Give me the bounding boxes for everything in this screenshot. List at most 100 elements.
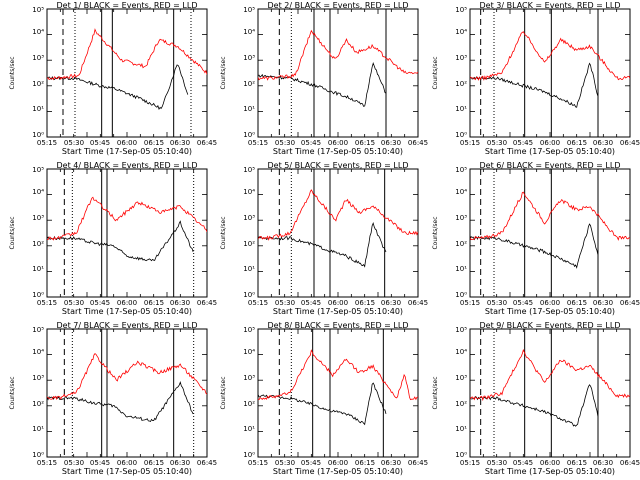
y-axis-label: Counts/sec	[9, 376, 16, 409]
x-tick-label: 06:45	[620, 139, 640, 147]
panel: Det 8/ BLACK = Events, RED = LLD Counts/…	[220, 321, 428, 476]
panel: Det 9/ BLACK = Events, RED = LLD Counts/…	[432, 321, 640, 476]
x-axis-label: Start Time (17-Sep-05 05:10:40)	[273, 307, 403, 316]
x-tick-label: 06:45	[620, 299, 640, 307]
y-tick-label: 10¹	[243, 265, 255, 273]
y-tick-label: 10⁰	[32, 131, 44, 139]
y-tick-label: 10²	[243, 80, 255, 88]
y-tick-label: 10⁴	[455, 188, 467, 196]
y-tick-label: 10¹	[243, 105, 255, 113]
y-tick-label: 10³	[455, 54, 467, 62]
x-tick-label: 05:30	[275, 299, 295, 307]
x-tick-label: 06:00	[540, 139, 560, 147]
y-tick-label: 10²	[32, 240, 44, 248]
x-tick-label: 05:45	[90, 459, 110, 467]
event-series-line	[470, 62, 599, 108]
x-tick-label: 05:30	[487, 299, 507, 307]
y-axis-label: Counts/sec	[432, 216, 439, 249]
panel-title: Det 4/ BLACK = Events, RED = LLD	[57, 161, 198, 170]
lld-series-line	[470, 31, 630, 81]
y-tick-label: 10⁵	[32, 166, 44, 174]
x-tick-label: 06:30	[593, 299, 613, 307]
x-tick-label: 05:45	[513, 299, 533, 307]
x-tick-label: 06:15	[355, 139, 375, 147]
panel-title: Det 2/ BLACK = Events, RED = LLD	[268, 1, 409, 10]
y-tick-label: 10⁰	[32, 451, 44, 459]
plot-frame	[46, 8, 208, 138]
y-tick-label: 10³	[455, 214, 467, 222]
y-tick-label: 10¹	[32, 425, 44, 433]
x-tick-label: 06:00	[117, 299, 137, 307]
y-tick-label: 10¹	[243, 425, 255, 433]
y-tick-label: 10²	[32, 400, 44, 408]
x-tick-labels: 05:15 05:30 05:45 06:00 06:15 06:30 06:4…	[248, 459, 428, 467]
x-tick-label: 05:45	[301, 139, 321, 147]
panel: Det 6/ BLACK = Events, RED = LLD Counts/…	[432, 161, 640, 316]
panel-series	[47, 329, 207, 457]
panel-series	[258, 329, 418, 457]
panel-title: Det 3/ BLACK = Events, RED = LLD	[480, 1, 621, 10]
y-tick-labels: 10⁰ 10¹ 10² 10³ 10⁴ 10⁵	[32, 166, 44, 299]
x-tick-label: 05:45	[301, 299, 321, 307]
y-tick-label: 10³	[32, 54, 44, 62]
y-tick-label: 10²	[243, 240, 255, 248]
x-tick-label: 05:15	[460, 459, 480, 467]
y-tick-label: 10⁴	[32, 28, 44, 36]
y-tick-label: 10³	[243, 214, 255, 222]
event-series-line	[47, 64, 189, 111]
y-tick-label: 10⁰	[243, 291, 255, 299]
y-tick-label: 10²	[455, 400, 467, 408]
x-tick-label: 06:30	[381, 299, 401, 307]
plot-frame	[46, 168, 208, 298]
x-tick-labels: 05:15 05:30 05:45 06:00 06:15 06:30 06:4…	[37, 299, 217, 307]
y-tick-label: 10²	[32, 80, 44, 88]
x-axis-label: Start Time (17-Sep-05 05:10:40)	[273, 467, 403, 476]
x-axis-label: Start Time (17-Sep-05 05:10:40)	[485, 467, 615, 476]
x-tick-label: 05:15	[248, 139, 268, 147]
x-tick-labels: 05:15 05:30 05:45 06:00 06:15 06:30 06:4…	[37, 139, 217, 147]
y-axis-label: Counts/sec	[432, 56, 439, 89]
x-tick-label: 06:15	[144, 139, 164, 147]
x-tick-label: 05:15	[37, 139, 57, 147]
x-tick-label: 06:30	[593, 139, 613, 147]
x-tick-label: 05:15	[248, 459, 268, 467]
y-tick-label: 10³	[243, 54, 255, 62]
x-tick-labels: 05:15 05:30 05:45 06:00 06:15 06:30 06:4…	[460, 459, 640, 467]
x-axis-label: Start Time (17-Sep-05 05:10:40)	[62, 307, 192, 316]
lld-series-line	[258, 29, 418, 81]
x-tick-label: 06:00	[540, 299, 560, 307]
x-tick-label: 06:30	[381, 459, 401, 467]
y-tick-label: 10¹	[32, 265, 44, 273]
y-tick-label: 10⁵	[455, 326, 467, 334]
x-tick-labels: 05:15 05:30 05:45 06:00 06:15 06:30 06:4…	[37, 459, 217, 467]
x-tick-label: 06:00	[328, 459, 348, 467]
x-axis-label: Start Time (17-Sep-05 05:10:40)	[273, 147, 403, 156]
panel: Det 2/ BLACK = Events, RED = LLD Counts/…	[220, 1, 428, 156]
y-tick-label: 10⁴	[32, 188, 44, 196]
event-series-line	[470, 384, 599, 427]
x-axis-label: Start Time (17-Sep-05 05:10:40)	[62, 467, 192, 476]
panel: Det 4/ BLACK = Events, RED = LLD Counts/…	[9, 161, 217, 316]
x-tick-label: 06:00	[328, 139, 348, 147]
x-tick-label: 06:45	[197, 299, 217, 307]
x-tick-label: 06:45	[408, 459, 428, 467]
y-tick-label: 10⁴	[243, 188, 255, 196]
x-tick-label: 05:30	[487, 139, 507, 147]
y-tick-label: 10¹	[455, 265, 467, 273]
x-tick-label: 06:15	[355, 299, 375, 307]
lld-series-line	[47, 28, 207, 81]
x-tick-label: 05:45	[90, 299, 110, 307]
x-tick-label: 05:30	[275, 139, 295, 147]
y-tick-label: 10⁵	[32, 326, 44, 334]
y-tick-label: 10¹	[455, 425, 467, 433]
panel: Det 5/ BLACK = Events, RED = LLD Counts/…	[220, 161, 428, 316]
plot-frame	[257, 8, 419, 138]
panel-series	[470, 169, 630, 297]
panel-title: Det 1/ BLACK = Events, RED = LLD	[57, 1, 198, 10]
x-tick-label: 05:45	[513, 139, 533, 147]
y-tick-label: 10²	[455, 80, 467, 88]
panel-title: Det 8/ BLACK = Events, RED = LLD	[268, 321, 409, 330]
plot-frame	[257, 168, 419, 298]
x-tick-label: 05:45	[513, 459, 533, 467]
x-tick-label: 06:45	[197, 139, 217, 147]
